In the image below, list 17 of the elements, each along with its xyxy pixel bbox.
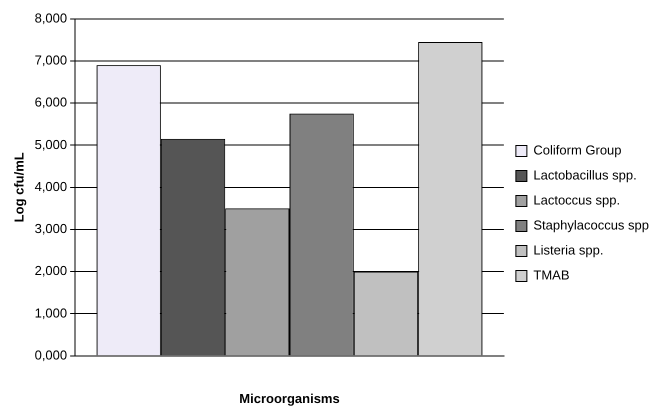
y-tick-label: 6,000 — [34, 94, 68, 110]
y-axis-title: Log cfu/mL — [11, 152, 26, 222]
y-tick-label: 4,000 — [34, 178, 68, 194]
y-tick-label: 0,000 — [34, 347, 68, 362]
y-tick-label: 2,000 — [34, 263, 68, 278]
x-axis-title: Microorganisms — [239, 390, 340, 406]
y-tick-label: 3,000 — [34, 221, 68, 236]
legend-label: Lactoccus spp. — [533, 192, 620, 208]
y-tick-label: 8,000 — [34, 10, 68, 26]
legend-label: Listeria spp. — [533, 242, 604, 258]
legend-label: Staphylacoccus spp — [533, 218, 649, 233]
legend-label: TMAB — [533, 268, 570, 283]
y-tick-label: 5,000 — [34, 136, 68, 152]
legend-label: Coliform Group — [533, 142, 622, 158]
legend-label: Lactobacillus spp. — [533, 168, 637, 183]
y-tick-label: 7,000 — [34, 52, 68, 68]
y-tick-label: 1,000 — [34, 305, 68, 320]
